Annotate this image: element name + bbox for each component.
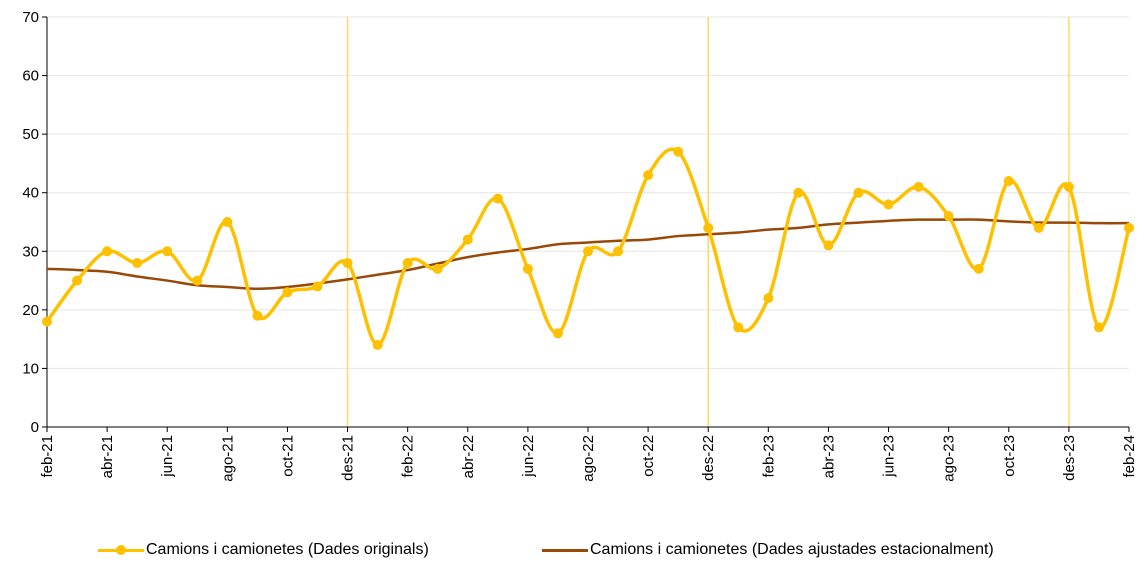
x-tick-label: des-23 [1061,435,1078,481]
data-point-original [372,340,383,350]
data-point-original [613,246,624,257]
x-tick-label: feb-23 [760,435,777,478]
data-point-original [1003,176,1014,186]
data-point-original [72,275,83,286]
data-point-original [1093,322,1104,333]
data-point-original [823,240,834,251]
data-point-original [583,246,593,257]
data-point-original [312,281,323,292]
x-tick-label: des-22 [700,435,717,481]
x-tick-label: feb-22 [400,435,417,478]
data-point-original [853,187,864,198]
legend: Camions i camionetes (Dades originals) C… [0,541,1147,567]
data-point-original [913,181,924,192]
data-point-original [522,263,533,274]
data-point-original [432,263,443,274]
x-tick-label: oct-21 [279,435,296,477]
legend-swatch-original [98,543,144,557]
data-point-original [342,258,353,268]
y-tick-label: 70 [22,9,39,26]
data-point-original [643,170,654,181]
y-tick-label: 10 [22,360,39,377]
data-point-original [492,193,503,204]
x-tick-label: ago-23 [941,435,958,482]
y-tick-label: 20 [22,302,39,319]
axes [42,16,1129,428]
x-tick-label: abr-22 [460,435,477,478]
data-point-original [132,258,143,268]
x-axis-ticks: feb-21 abr-21 jun-21 ago-21 oct-21 des-21 feb-… [39,427,1138,482]
x-tick-label: jun-22 [520,435,537,478]
x-tick-label: oct-22 [640,435,657,477]
data-point-original [402,258,413,268]
data-point-original [1033,222,1044,233]
series-layer [42,146,1134,350]
y-tick-label: 30 [22,243,39,260]
data-point-original [252,310,263,321]
legend-label-original: Camions i camionetes (Dades originals) [146,541,429,558]
x-tick-label: feb-24 [1121,435,1138,478]
x-tick-label: des-21 [340,435,357,481]
year-end-markers [346,17,1070,427]
data-point-original [282,287,293,298]
data-point-original [192,275,203,286]
x-tick-label: abr-23 [820,435,837,478]
legend-swatch-adjusted [542,543,588,557]
x-tick-label: feb-21 [39,435,56,478]
data-point-original [673,146,684,157]
data-point-original [162,246,173,257]
x-tick-label: abr-21 [99,435,116,478]
data-point-original [973,263,984,274]
x-tick-label: jun-21 [159,435,176,478]
gridlines [47,16,1129,369]
data-point-original [793,187,804,198]
x-tick-label: oct-23 [1001,435,1018,477]
data-point-original [222,217,233,227]
y-tick-label: 40 [22,185,39,202]
x-tick-label: ago-22 [580,435,597,482]
data-point-original [943,211,954,222]
y-tick-label: 50 [22,126,39,143]
line-chart: 0 10 20 30 40 50 60 70 feb-21 abr-21 jun-21 ago-21… [22,9,1138,482]
x-tick-label: jun-23 [881,435,898,478]
data-point-original [552,328,563,339]
data-point-original [883,199,894,210]
data-point-original [1124,222,1134,233]
data-point-original [462,234,473,245]
series-line-original [45,147,1131,347]
x-tick-label: ago-21 [219,435,236,482]
data-point-original [763,293,774,304]
legend-item-original: Camions i camionetes (Dades originals) [98,541,429,559]
data-point-original [102,246,113,257]
legend-label-adjusted: Camions i camionetes (Dades ajustades es… [590,541,994,558]
y-tick-label: 60 [22,68,39,85]
y-tick-label: 0 [31,419,39,436]
data-point-original [733,322,744,333]
data-point-original [703,222,714,233]
data-point-original [42,316,52,327]
legend-item-adjusted: Camions i camionetes (Dades ajustades es… [542,541,994,559]
data-point-original [1063,181,1074,192]
y-axis-ticks: 0 10 20 30 40 50 60 70 [22,9,39,436]
